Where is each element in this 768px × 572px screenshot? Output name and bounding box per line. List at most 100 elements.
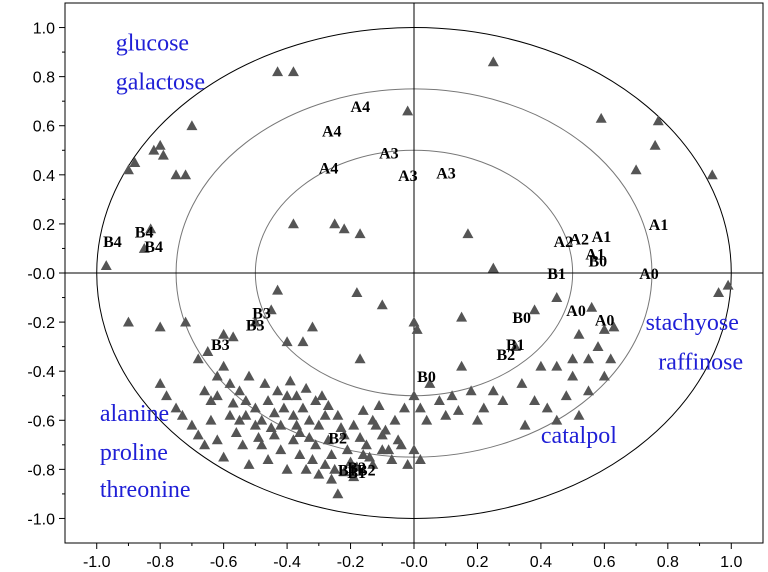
data-point xyxy=(300,463,312,474)
data-point xyxy=(192,429,204,440)
y-tick-label: -0.2 xyxy=(27,315,55,332)
data-point xyxy=(471,414,483,425)
data-point xyxy=(583,353,594,364)
data-point xyxy=(205,414,217,425)
sample-label: B4 xyxy=(103,234,122,251)
data-point xyxy=(180,316,192,327)
data-point xyxy=(268,429,280,440)
data-point xyxy=(294,427,306,437)
data-point xyxy=(551,414,563,425)
data-point xyxy=(138,242,150,253)
data-point xyxy=(326,473,338,484)
data-point xyxy=(202,346,214,356)
data-point xyxy=(630,164,642,175)
data-point xyxy=(322,400,334,410)
data-point xyxy=(313,468,325,479)
variable-label: alanine xyxy=(100,401,169,427)
variable-label: raffinose xyxy=(658,349,743,375)
data-point xyxy=(573,328,585,339)
sample-label: A0 xyxy=(566,303,586,320)
data-point xyxy=(272,385,284,396)
sample-label: B2 xyxy=(357,462,376,479)
data-point xyxy=(465,385,477,396)
data-point xyxy=(706,169,718,180)
data-point xyxy=(237,439,249,450)
data-point xyxy=(354,431,366,442)
sample-label: A4 xyxy=(319,160,339,177)
data-point xyxy=(275,419,287,430)
data-point xyxy=(354,228,366,239)
data-point xyxy=(199,439,211,450)
sample-label: B2 xyxy=(347,460,366,477)
x-tick-label: -1.0 xyxy=(83,554,111,571)
data-point xyxy=(335,422,347,433)
data-point xyxy=(297,336,309,347)
data-point xyxy=(303,431,315,442)
data-point xyxy=(329,218,341,229)
sample-label: B3 xyxy=(252,305,271,322)
data-point xyxy=(348,471,360,482)
data-point xyxy=(389,414,401,425)
data-point xyxy=(256,414,268,425)
sample-label: B3 xyxy=(246,318,265,335)
data-point xyxy=(456,311,468,322)
variable-label: catalpol xyxy=(541,423,617,449)
data-point xyxy=(100,260,112,271)
data-point xyxy=(376,444,388,455)
variable-label: glucose xyxy=(116,30,189,56)
x-tick-label: 1.0 xyxy=(720,554,742,571)
data-point xyxy=(313,419,325,430)
data-point xyxy=(408,444,420,455)
data-point xyxy=(224,377,236,388)
data-point xyxy=(218,360,230,371)
data-point xyxy=(319,458,331,469)
data-point xyxy=(351,287,363,298)
sample-label: A0 xyxy=(639,266,659,283)
data-point xyxy=(332,488,344,499)
data-point xyxy=(249,316,261,327)
data-point xyxy=(281,463,293,474)
data-point xyxy=(338,429,350,440)
data-point xyxy=(122,316,134,327)
sample-label: A2 xyxy=(554,234,574,251)
data-point xyxy=(157,149,169,160)
y-tick-label: -1.0 xyxy=(27,511,55,528)
data-point xyxy=(176,409,188,420)
data-point xyxy=(478,402,490,413)
data-point xyxy=(186,419,198,430)
data-point xyxy=(398,402,410,413)
data-point xyxy=(240,409,252,420)
data-point xyxy=(326,449,338,460)
x-tick-label: -0.6 xyxy=(210,554,238,571)
data-point xyxy=(272,284,284,295)
sample-label: B1 xyxy=(338,462,357,479)
data-point xyxy=(218,451,230,462)
data-point xyxy=(192,353,204,364)
sample-label: B2 xyxy=(496,347,515,364)
data-points xyxy=(100,56,734,499)
data-point xyxy=(211,434,223,445)
data-point xyxy=(367,414,379,425)
data-point xyxy=(329,463,341,474)
data-point xyxy=(262,395,274,406)
data-point xyxy=(421,414,433,425)
data-point xyxy=(351,461,363,472)
axis-ticks: -1.0 -0.8 -0.6 -0.4 -0.2 -0.0 0.2 0.4 0.6 0.8 1.0 1… xyxy=(27,21,742,571)
data-point xyxy=(357,449,369,460)
data-point xyxy=(240,395,252,406)
data-point xyxy=(211,390,223,401)
data-point xyxy=(170,169,182,180)
data-point xyxy=(592,341,604,352)
data-point xyxy=(294,449,306,460)
sample-label: A4 xyxy=(322,124,342,141)
data-point xyxy=(541,402,553,413)
sample-label: A3 xyxy=(379,146,399,163)
data-point xyxy=(316,390,328,401)
data-point xyxy=(338,466,350,477)
data-point xyxy=(253,431,265,442)
x-tick-label: -0.2 xyxy=(337,554,365,571)
data-point xyxy=(408,316,420,327)
data-point xyxy=(595,112,607,123)
data-point xyxy=(275,444,287,455)
data-point xyxy=(243,370,255,381)
